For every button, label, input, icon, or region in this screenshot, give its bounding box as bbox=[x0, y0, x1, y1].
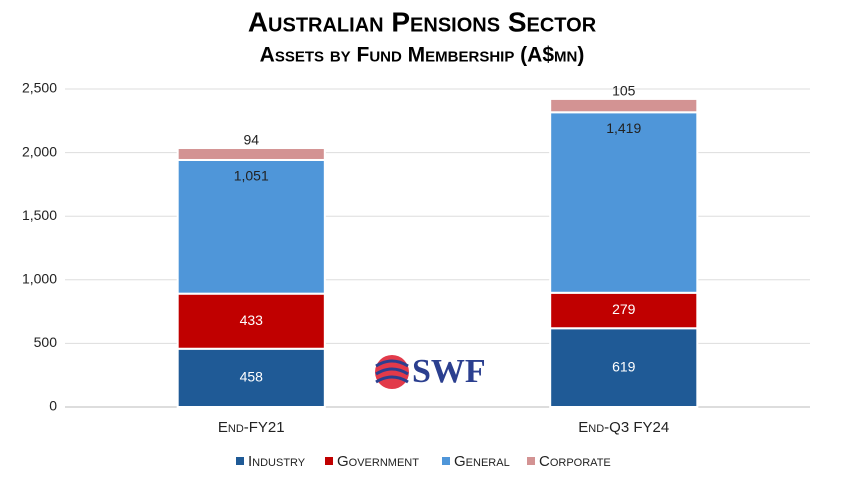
data-label: 433 bbox=[240, 312, 264, 328]
bar-segment bbox=[549, 111, 699, 294]
data-label: 619 bbox=[612, 358, 636, 374]
legend-label: Government bbox=[337, 453, 419, 470]
data-label: 1,419 bbox=[606, 120, 641, 136]
y-tick-label: 2,500 bbox=[22, 80, 57, 96]
legend-swatch bbox=[442, 457, 450, 465]
data-label: 458 bbox=[240, 369, 264, 385]
bar-segment bbox=[176, 292, 326, 350]
x-tick-label: End-Q3 FY24 bbox=[578, 419, 669, 436]
data-label: 94 bbox=[243, 132, 259, 148]
data-label: 105 bbox=[612, 83, 636, 99]
legend-label: Industry bbox=[248, 453, 306, 470]
logo: SWF bbox=[375, 353, 486, 390]
bar-segment bbox=[549, 327, 699, 409]
x-tick-label: End-FY21 bbox=[218, 419, 285, 436]
logo-text: SWF bbox=[412, 353, 486, 390]
bar-segment bbox=[549, 97, 699, 114]
bar-segment bbox=[549, 291, 699, 330]
bar-segment bbox=[176, 158, 326, 295]
bar-segment bbox=[176, 347, 326, 408]
y-tick-label: 2,000 bbox=[22, 143, 57, 159]
chart-subtitle: Assets by Fund Membership (A$mn) bbox=[260, 44, 585, 67]
legend-swatch bbox=[527, 457, 535, 465]
y-tick-label: 1,500 bbox=[22, 207, 57, 223]
y-tick-label: 1,000 bbox=[22, 271, 57, 287]
data-label: 279 bbox=[612, 301, 636, 317]
data-label: 1,051 bbox=[234, 168, 269, 184]
logo-stripes bbox=[375, 359, 409, 384]
legend-label: Corporate bbox=[539, 453, 611, 470]
y-tick-label: 0 bbox=[49, 398, 57, 414]
y-tick-label: 500 bbox=[34, 334, 58, 350]
legend-swatch bbox=[325, 457, 333, 465]
legend-swatch bbox=[236, 457, 244, 465]
chart-title: Australian Pensions Sector bbox=[248, 6, 597, 37]
legend-label: General bbox=[454, 453, 510, 470]
bar-segment bbox=[176, 147, 326, 161]
